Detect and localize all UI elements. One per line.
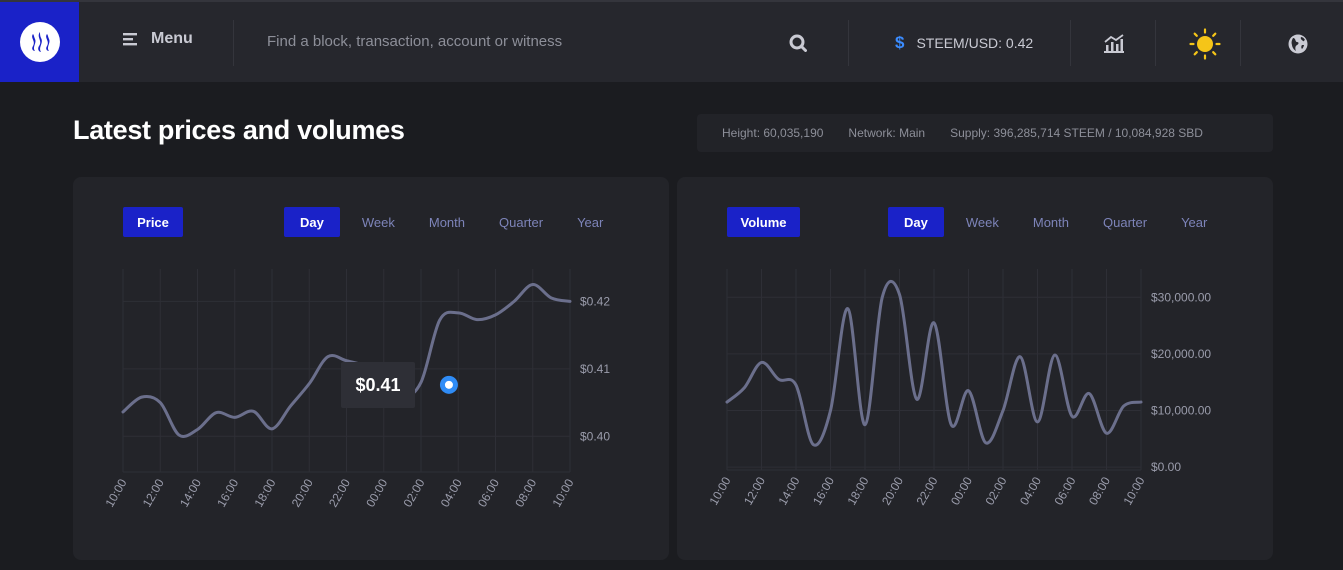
tab-year[interactable]: Year [1181, 214, 1208, 230]
tab-year[interactable]: Year [577, 214, 604, 230]
page-title: Latest prices and volumes [73, 115, 405, 145]
x-tick-label: 10:00 [549, 476, 576, 509]
chart-icon[interactable] [1103, 33, 1125, 53]
volume-badge: Volume [727, 207, 800, 237]
x-tick-label: 10:00 [102, 476, 129, 509]
y-tick-label: $10,000.00 [1151, 404, 1211, 418]
tab-week[interactable]: Week [361, 214, 395, 230]
menu-label: Menu [151, 30, 193, 47]
sun-icon[interactable] [1189, 28, 1221, 60]
menu-button[interactable]: Menu [123, 30, 193, 48]
x-tick-label: 16:00 [214, 476, 241, 509]
x-tick-label: 20:00 [289, 476, 316, 509]
x-tick-label: 18:00 [844, 474, 871, 507]
x-tick-label: 04:00 [1017, 474, 1044, 507]
x-tick-label: 04:00 [438, 476, 465, 509]
tab-week[interactable]: Week [965, 214, 999, 230]
price-period-tabs: Day Week Month Quarter Year [284, 207, 623, 237]
navbar-divider [233, 20, 234, 66]
navbar-divider [1070, 20, 1071, 66]
navbar-divider [1240, 20, 1241, 66]
chain-stats-bar: Height: 60,035,190 Network: Main Supply:… [697, 114, 1273, 152]
tab-month[interactable]: Month [428, 214, 465, 230]
x-tick-label: 06:00 [1051, 474, 1078, 507]
x-tick-label: 00:00 [948, 474, 975, 507]
x-tick-label: 20:00 [879, 474, 906, 507]
x-tick-label: 14:00 [775, 474, 802, 507]
tab-month[interactable]: Month [1032, 214, 1069, 230]
x-tick-label: 00:00 [363, 476, 390, 509]
x-tick-label: 22:00 [326, 476, 353, 509]
tab-day[interactable]: Day [284, 207, 340, 237]
x-tick-label: 02:00 [982, 474, 1009, 507]
x-tick-label: 12:00 [741, 474, 768, 507]
steem-logo[interactable] [0, 2, 79, 82]
price-badge: Price [123, 207, 183, 237]
price-label: STEEM/USD: 0.42 [916, 35, 1034, 51]
y-tick-label: $0.42 [580, 294, 610, 308]
navbar-divider [848, 20, 849, 66]
price-tooltip: $0.41 [341, 362, 415, 408]
x-tick-label: 22:00 [913, 474, 940, 507]
y-tick-label: $0.40 [580, 429, 610, 443]
y-tick-label: $0.41 [580, 362, 610, 376]
volume-period-tabs: Day Week Month Quarter Year [888, 207, 1227, 237]
price-card: Price Day Week Month Quarter Year $0.40 $… [73, 177, 669, 560]
hover-marker-dot [444, 380, 453, 389]
series-line [725, 279, 1143, 447]
price-chart[interactable]: $0.40 $0.41 $0.42 10:00 12:00 14:00 16:00 18:00… [73, 177, 669, 560]
y-tick-label: $0.00 [1151, 460, 1181, 474]
x-tick-label: 08:00 [512, 476, 539, 509]
x-tick-label: 08:00 [1086, 474, 1113, 507]
navbar-divider [1155, 20, 1156, 66]
tab-day[interactable]: Day [888, 207, 944, 237]
search-input[interactable]: Find a block, transaction, account or wi… [267, 33, 563, 50]
x-tick-label: 02:00 [400, 476, 427, 509]
network-name: Network: Main [848, 126, 926, 140]
top-navbar: Menu Find a block, transaction, account … [0, 0, 1343, 82]
x-tick-label: 10:00 [706, 474, 733, 507]
x-tick-label: 12:00 [140, 476, 167, 509]
series-line [121, 283, 572, 438]
price-indicator[interactable]: $ STEEM/USD: 0.42 [895, 33, 1033, 53]
y-tick-label: $30,000.00 [1151, 290, 1211, 304]
block-height: Height: 60,035,190 [722, 126, 824, 140]
x-tick-label: 16:00 [810, 474, 837, 507]
x-tick-label: 10:00 [1120, 474, 1147, 507]
dollar-icon: $ [895, 33, 905, 52]
x-tick-label: 06:00 [475, 476, 502, 509]
search-icon[interactable] [789, 34, 807, 52]
y-tick-label: $20,000.00 [1151, 347, 1211, 361]
tab-quarter[interactable]: Quarter [499, 214, 544, 230]
x-tick-label: 18:00 [251, 476, 278, 509]
steem-logo-icon [19, 22, 60, 62]
token-supply: Supply: 396,285,714 STEEM / 10,084,928 S… [950, 126, 1203, 140]
tab-quarter[interactable]: Quarter [1103, 214, 1148, 230]
volume-card: Volume Day Week Month Quarter Year $0.00… [677, 177, 1273, 560]
globe-icon[interactable] [1287, 33, 1309, 55]
x-tick-label: 14:00 [177, 476, 204, 509]
menu-icon [123, 33, 137, 46]
volume-chart[interactable]: $0.00 $10,000.00 $20,000.00 $30,000.00 10:00… [677, 177, 1273, 560]
